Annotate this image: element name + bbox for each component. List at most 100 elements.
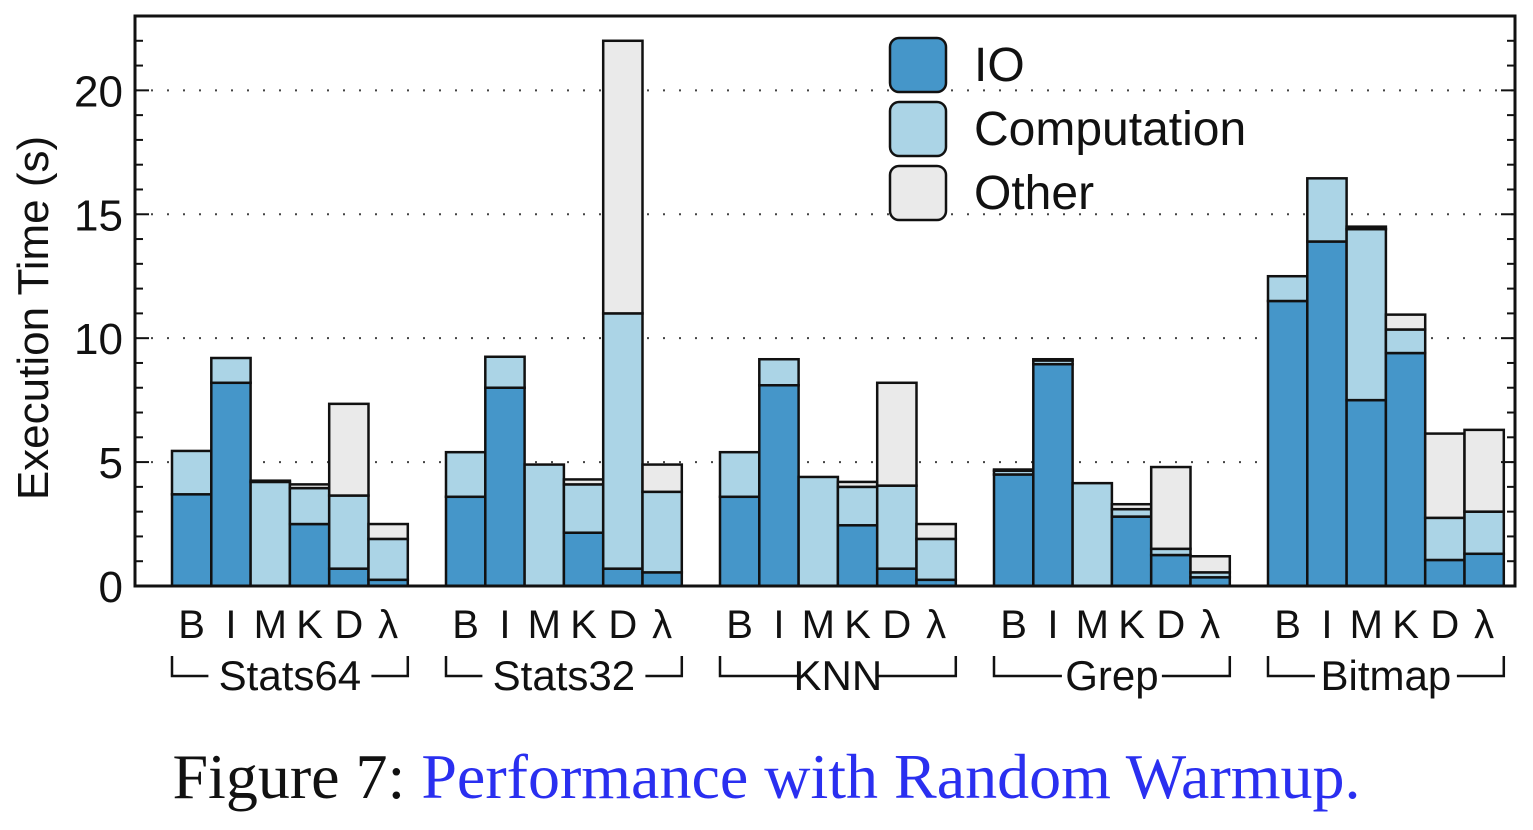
y-tick-label: 0 — [99, 563, 123, 612]
bar-label: M — [528, 603, 561, 647]
bar-segment-other-stats64-3 — [288, 483, 331, 490]
bar-label: λ — [652, 603, 672, 647]
bar-segment-computation-stats64-4 — [327, 494, 370, 570]
bar-segment-other-knn-4 — [875, 381, 918, 487]
group-bracket-left — [170, 656, 209, 678]
bar-label: λ — [1474, 603, 1494, 647]
group-label-stats32: Stats32 — [493, 652, 635, 699]
bar-label: K — [296, 603, 323, 647]
bar-segment-computation-stats32-4 — [601, 312, 644, 570]
bar-segment-io-knn-4 — [875, 567, 918, 588]
bar-label: K — [844, 603, 871, 647]
bar-segment-io-stats64-4 — [327, 567, 370, 588]
bar-segment-io-stats32-0 — [444, 495, 487, 588]
bar-segment-computation-knn-1 — [758, 357, 800, 387]
legend: IO Computation Other — [888, 36, 1246, 222]
bar-segment-io-knn-1 — [758, 384, 800, 588]
gridlines — [135, 89, 1515, 464]
group-bracket-right — [1161, 656, 1232, 678]
bar-segment-other-knn-3 — [836, 480, 879, 489]
bar-label: B — [1274, 603, 1301, 647]
bar-segment-io-stats64-1 — [210, 381, 252, 588]
bar-segment-io-bitmap-5 — [1463, 552, 1506, 588]
bar-label: λ — [378, 603, 398, 647]
group-label-knn: KNN — [794, 652, 883, 699]
bar-segment-io-grep-0 — [992, 473, 1035, 588]
group-bracket-right — [1456, 656, 1506, 678]
bar-label: I — [773, 603, 784, 647]
group-bracket-left — [444, 656, 483, 678]
bar-segment-computation-knn-3 — [836, 485, 879, 527]
bar-segment-io-stats64-0 — [170, 493, 213, 588]
y-tick-label: 15 — [74, 191, 123, 240]
bar-segment-other-stats64-4 — [327, 402, 370, 497]
bar-segment-computation-knn-2 — [797, 475, 840, 588]
group-label-stats64: Stats64 — [219, 652, 361, 699]
bar-segment-other-bitmap-2 — [1345, 225, 1388, 231]
bar-segment-other-stats32-5 — [641, 463, 684, 494]
bar-label: M — [254, 603, 287, 647]
bar-segment-computation-stats32-3 — [562, 483, 605, 534]
group-bracket-right — [371, 656, 410, 678]
bar-segment-computation-stats64-5 — [367, 537, 410, 582]
bar-segment-io-stats64-3 — [288, 522, 331, 588]
bar-segment-other-stats64-2 — [249, 479, 292, 484]
bar-segment-other-bitmap-4 — [1423, 432, 1466, 520]
bar-label: K — [570, 603, 597, 647]
bar-label: λ — [1200, 603, 1220, 647]
bar-segment-computation-knn-0 — [718, 450, 761, 499]
bar-segment-computation-bitmap-0 — [1266, 274, 1309, 303]
legend-label-other: Other — [974, 167, 1094, 220]
y-tick-label: 20 — [74, 67, 123, 116]
bar-segment-io-bitmap-2 — [1345, 398, 1388, 588]
group-label-grep: Grep — [1065, 652, 1158, 699]
group-bracket-left — [992, 656, 1062, 678]
bar-segment-computation-stats32-2 — [523, 463, 566, 588]
bar-label: I — [1047, 603, 1058, 647]
bar-segment-io-bitmap-0 — [1266, 299, 1309, 588]
bar-segment-other-grep-0 — [992, 468, 1035, 473]
y-axis-label: Execution Time (s) — [9, 136, 58, 500]
bar-label: B — [1000, 603, 1027, 647]
bar-segment-other-stats32-3 — [562, 478, 605, 486]
bar-label: D — [1156, 603, 1185, 647]
bar-segment-other-grep-4 — [1149, 465, 1192, 551]
bar-segment-io-grep-1 — [1032, 362, 1074, 588]
bar-label: I — [499, 603, 510, 647]
bar-label: λ — [926, 603, 946, 647]
bar-segment-computation-bitmap-5 — [1463, 510, 1506, 556]
legend-swatch-computation — [888, 100, 948, 158]
group-label-bitmap: Bitmap — [1321, 652, 1452, 699]
y-axis-ticks: 0 5 10 15 20 — [74, 15, 1515, 612]
bar-label: D — [1430, 603, 1459, 647]
bar-segment-other-stats64-5 — [367, 522, 410, 541]
bar-segment-other-grep-5 — [1189, 555, 1232, 574]
bar-segment-io-knn-0 — [718, 495, 761, 588]
bar-segment-computation-stats64-0 — [170, 449, 213, 496]
group-bracket-left — [718, 656, 799, 678]
bar-segment-computation-bitmap-2 — [1345, 227, 1388, 402]
plot-frame — [133, 14, 1517, 588]
group-bracket-right — [645, 656, 684, 678]
bar-segment-computation-bitmap-3 — [1384, 328, 1427, 355]
y-tick-label: 10 — [74, 315, 123, 364]
bar-segment-other-bitmap-5 — [1463, 428, 1506, 513]
bar-label: M — [1350, 603, 1383, 647]
bar-segment-io-bitmap-4 — [1423, 558, 1466, 588]
bar-segment-io-stats32-3 — [562, 531, 605, 588]
bars — [170, 39, 1506, 588]
bar-segment-computation-stats32-5 — [641, 490, 684, 574]
caption-title: Performance with Random Warmup. — [421, 741, 1361, 812]
bar-segment-other-grep-1 — [1032, 357, 1074, 362]
group-bracket-left — [1266, 656, 1315, 678]
bar-segment-other-bitmap-3 — [1384, 313, 1427, 331]
bar-segment-io-knn-3 — [836, 524, 879, 588]
bar-segment-computation-stats64-3 — [288, 486, 331, 526]
bar-label: K — [1392, 603, 1419, 647]
bar-segment-computation-knn-5 — [915, 537, 958, 582]
bar-segment-computation-bitmap-1 — [1306, 177, 1348, 243]
bar-label: B — [452, 603, 479, 647]
bar-segment-io-stats32-4 — [601, 567, 644, 588]
